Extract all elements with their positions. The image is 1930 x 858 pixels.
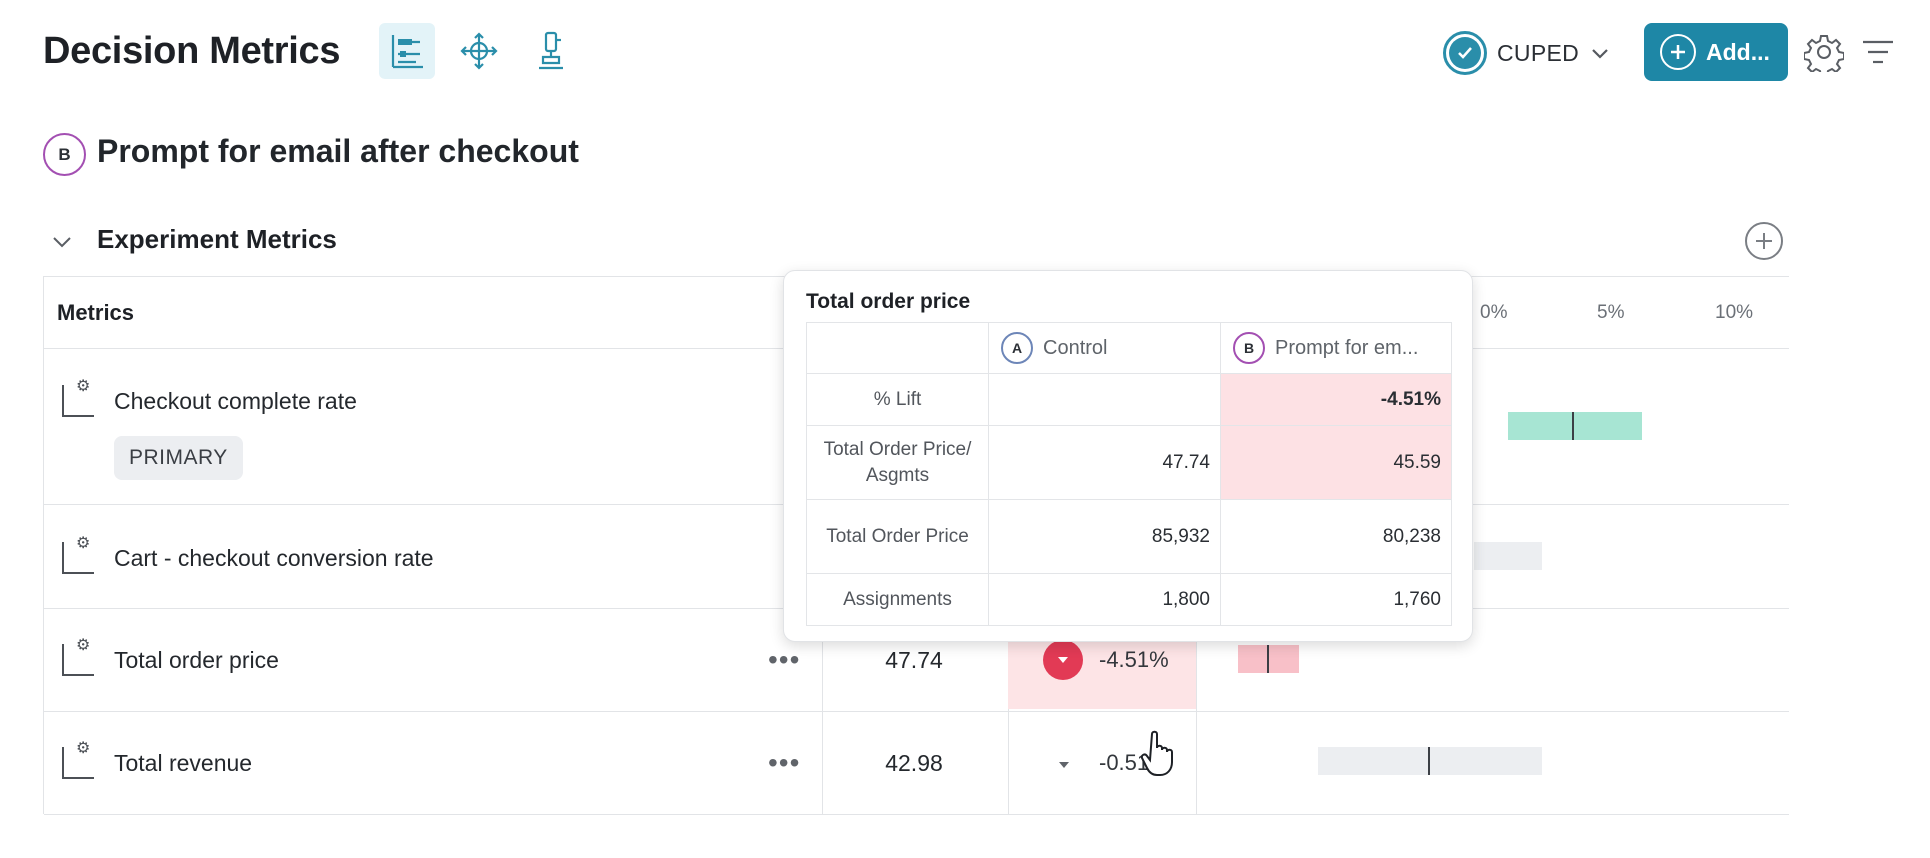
tooltip-col-variant: B Prompt for em... (1220, 322, 1452, 374)
tooltip-row-label: Assignments (806, 573, 989, 626)
cuped-toggle[interactable]: CUPED (1443, 30, 1611, 76)
decrease-indicator-icon (1043, 640, 1083, 680)
row-menu-button[interactable]: ••• (768, 644, 801, 675)
page-title: Decision Metrics (43, 30, 341, 72)
gear-icon (1804, 35, 1844, 72)
lift-interval-bar (1318, 747, 1542, 775)
scale-tick-10: 10% (1715, 302, 1754, 323)
scale-tick-5: 5% (1597, 302, 1625, 323)
metric-type-icon: ⚙ (62, 536, 96, 574)
variant-b-badge: B (43, 133, 86, 176)
tooltip-variant-value: 80,238 (1220, 499, 1452, 574)
settings-button[interactable] (1803, 31, 1845, 73)
section-collapse-toggle[interactable] (50, 230, 74, 259)
metrics-layout-icon (391, 35, 423, 69)
metric-type-icon: ⚙ (62, 741, 96, 779)
metric-value: 47.74 (885, 647, 943, 673)
plus-icon (1660, 34, 1696, 70)
filter-lines-icon (1863, 40, 1893, 64)
tooltip-variant-value: -4.51% (1220, 373, 1452, 426)
check-circle-icon (1443, 31, 1487, 75)
row-menu-button[interactable]: ••• (768, 747, 801, 778)
metrics-column-header: Metrics (57, 300, 135, 325)
tooltip-control-value (988, 373, 1221, 426)
scale-tick-0: 0% (1480, 302, 1508, 323)
decrease-indicator-icon (1058, 757, 1070, 775)
chevron-down-icon (53, 237, 71, 248)
tooltip-row-label: Total Order Price (806, 499, 989, 574)
tooltip-control-value: 85,932 (988, 499, 1221, 574)
add-metric-button[interactable]: Add... (1644, 23, 1788, 81)
add-button-label: Add... (1706, 38, 1770, 65)
metric-type-icon: ⚙ (62, 638, 96, 676)
variant-label: Prompt for em... (1275, 336, 1419, 359)
hand-cursor-icon (1140, 730, 1180, 783)
variant-b-badge: B (1233, 332, 1265, 364)
tooltip-col-control: A Control (988, 322, 1221, 374)
plus-icon (1756, 233, 1772, 249)
metric-name[interactable]: Total order price (114, 647, 279, 673)
variant-title: Prompt for email after checkout (97, 133, 579, 169)
metrics-view-button[interactable] (379, 23, 435, 79)
cuped-label: CUPED (1497, 39, 1580, 66)
control-label: Control (1043, 336, 1108, 359)
lift-interval-bar (1474, 542, 1542, 570)
analysis-view-button[interactable] (523, 23, 579, 79)
tooltip-title: Total order price (806, 290, 971, 313)
metric-name[interactable]: Cart - checkout conversion rate (114, 545, 434, 571)
section-title: Experiment Metrics (97, 224, 337, 254)
explore-view-button[interactable] (451, 23, 507, 79)
variant-a-badge: A (1001, 332, 1033, 364)
lift-interval-bar (1508, 412, 1642, 440)
primary-tag: PRIMARY (114, 436, 243, 480)
tooltip-row-label: Total Order Price/ Asgmts (806, 425, 989, 500)
crosshair-move-icon (460, 32, 498, 70)
tooltip-control-value: 1,800 (988, 573, 1221, 626)
metric-details-tooltip: Total order price A Control B Prompt for… (783, 270, 1473, 642)
tooltip-corner-cell (806, 322, 989, 374)
add-section-metric-button[interactable] (1745, 222, 1783, 260)
filter-button[interactable] (1860, 34, 1896, 70)
lift-interval-bar (1238, 645, 1299, 673)
tooltip-variant-value: 1,760 (1220, 573, 1452, 626)
metric-name[interactable]: Total revenue (114, 750, 253, 776)
tooltip-variant-value: 45.59 (1220, 425, 1452, 500)
tooltip-row-label: % Lift (806, 373, 989, 426)
lift-value: -4.51% (1099, 647, 1169, 672)
lift-value: -0.51 (1099, 750, 1150, 775)
metric-name[interactable]: Checkout complete rate (114, 388, 357, 414)
metric-type-icon: ⚙ (62, 379, 96, 417)
tooltip-control-value: 47.74 (988, 425, 1221, 500)
microscope-icon (539, 31, 563, 70)
chevron-down-icon (1592, 49, 1608, 59)
metric-value: 42.98 (885, 750, 943, 776)
